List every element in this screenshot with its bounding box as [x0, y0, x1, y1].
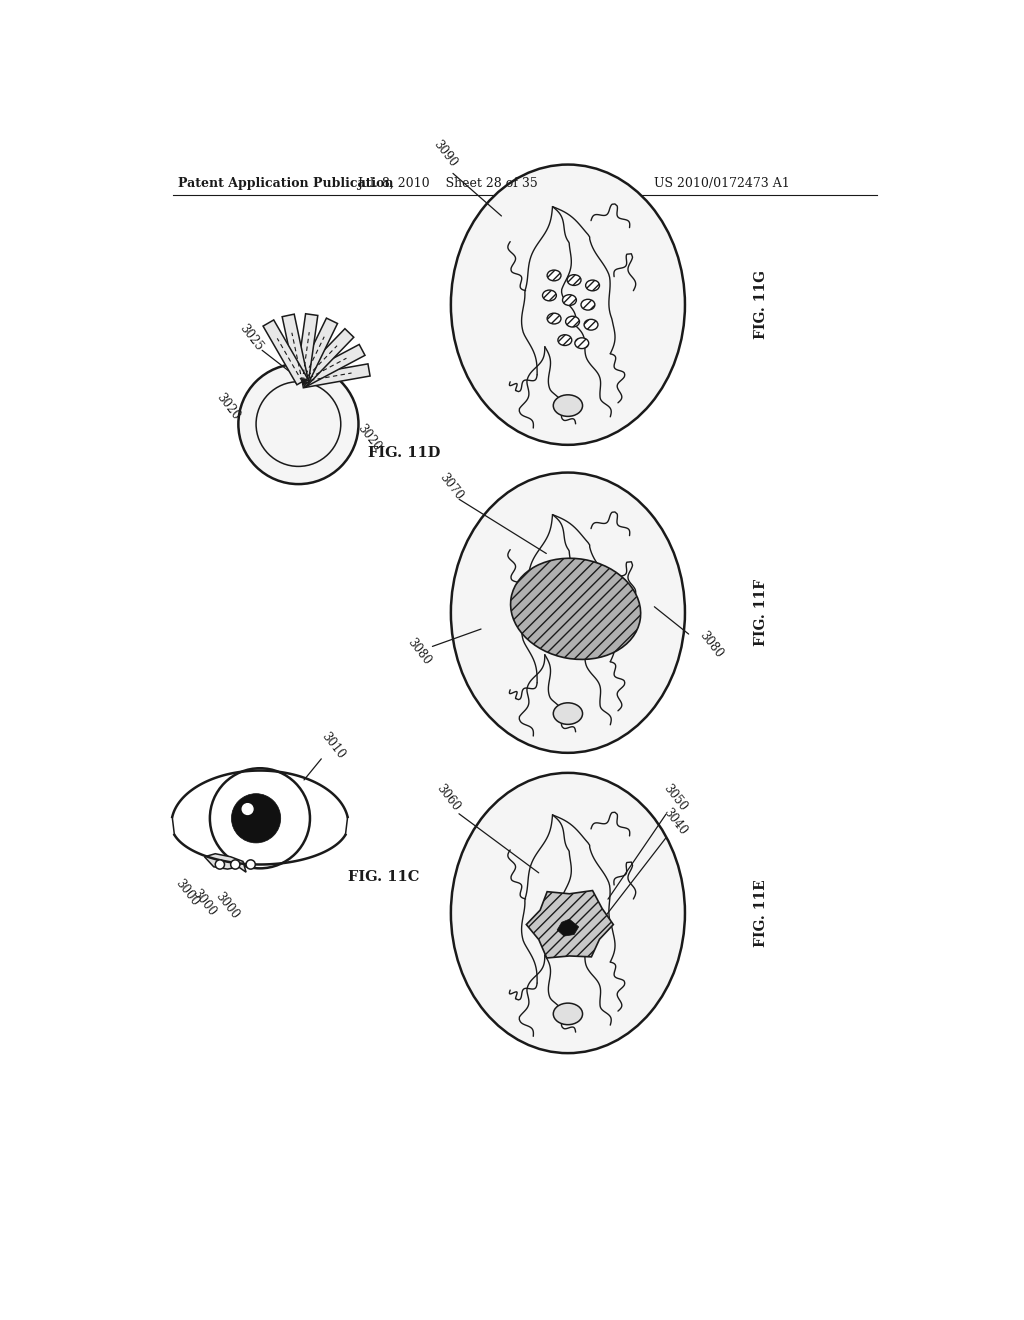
Ellipse shape	[565, 317, 580, 327]
Ellipse shape	[567, 275, 581, 285]
Ellipse shape	[574, 338, 589, 348]
Text: FIG. 11D: FIG. 11D	[368, 446, 440, 461]
Text: FIG. 11E: FIG. 11E	[755, 879, 768, 946]
Ellipse shape	[511, 558, 641, 660]
Circle shape	[210, 768, 310, 869]
Polygon shape	[526, 891, 613, 958]
Circle shape	[246, 859, 255, 869]
Ellipse shape	[553, 395, 583, 416]
Ellipse shape	[547, 271, 561, 281]
Text: 3000: 3000	[172, 876, 201, 908]
Text: 3070: 3070	[436, 471, 465, 503]
Text: 3025: 3025	[237, 322, 265, 354]
Text: Patent Application Publication: Patent Application Publication	[178, 177, 394, 190]
Polygon shape	[283, 314, 308, 383]
Text: 3020: 3020	[213, 391, 242, 422]
Text: 3000: 3000	[213, 890, 242, 921]
Polygon shape	[263, 319, 307, 385]
Polygon shape	[557, 919, 579, 936]
Ellipse shape	[562, 294, 577, 305]
Text: 3000: 3000	[190, 887, 219, 919]
Ellipse shape	[543, 290, 556, 301]
Ellipse shape	[558, 335, 571, 346]
Text: 3080: 3080	[404, 635, 433, 667]
Ellipse shape	[451, 774, 685, 1053]
Text: US 2010/0172473 A1: US 2010/0172473 A1	[654, 177, 790, 190]
Circle shape	[230, 859, 240, 869]
Ellipse shape	[586, 280, 599, 290]
Text: Jul. 8, 2010    Sheet 28 of 35: Jul. 8, 2010 Sheet 28 of 35	[357, 177, 539, 190]
Polygon shape	[299, 345, 365, 387]
Ellipse shape	[547, 313, 561, 323]
Polygon shape	[205, 854, 246, 873]
Circle shape	[239, 364, 358, 484]
Text: FIG. 11G: FIG. 11G	[755, 271, 768, 339]
Polygon shape	[301, 364, 370, 388]
Text: FIG. 11F: FIG. 11F	[755, 579, 768, 647]
Polygon shape	[298, 329, 353, 385]
Text: FIG. 11C: FIG. 11C	[348, 870, 419, 884]
Text: 3060: 3060	[434, 783, 463, 814]
Circle shape	[215, 859, 224, 869]
Ellipse shape	[584, 319, 598, 330]
Text: 3050: 3050	[662, 783, 690, 814]
Polygon shape	[296, 314, 317, 383]
Text: 3020: 3020	[355, 422, 384, 454]
Circle shape	[231, 793, 281, 843]
Text: 3080: 3080	[696, 630, 725, 661]
Ellipse shape	[581, 300, 595, 310]
Ellipse shape	[451, 165, 685, 445]
Circle shape	[243, 804, 253, 814]
Text: 3090: 3090	[431, 137, 460, 169]
Text: 3010: 3010	[318, 730, 347, 762]
Text: 3040: 3040	[662, 807, 690, 838]
Polygon shape	[297, 318, 338, 384]
Ellipse shape	[553, 702, 583, 725]
Ellipse shape	[451, 473, 685, 752]
Ellipse shape	[553, 1003, 583, 1024]
